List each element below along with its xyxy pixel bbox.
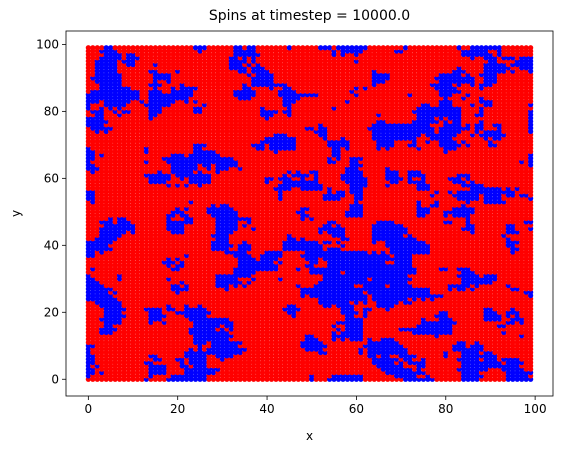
- spin-points: [85, 45, 534, 382]
